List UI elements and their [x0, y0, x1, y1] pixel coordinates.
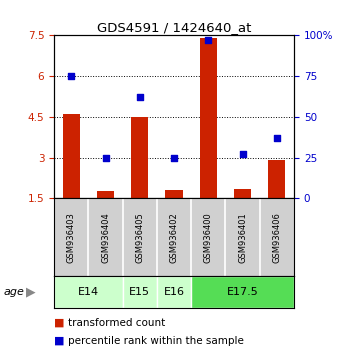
- Text: GSM936403: GSM936403: [67, 212, 76, 263]
- Text: E15: E15: [129, 287, 150, 297]
- Bar: [63, 114, 80, 198]
- Point: [171, 155, 177, 160]
- Text: E16: E16: [164, 287, 185, 297]
- Bar: [268, 160, 286, 198]
- Point: [137, 95, 143, 100]
- Title: GDS4591 / 1424640_at: GDS4591 / 1424640_at: [97, 21, 251, 34]
- Point: [240, 152, 245, 157]
- Bar: [234, 189, 251, 198]
- Bar: [123, 276, 157, 308]
- Text: GSM936400: GSM936400: [204, 212, 213, 263]
- Text: ■: ■: [54, 336, 65, 346]
- Point: [206, 38, 211, 43]
- Text: transformed count: transformed count: [68, 318, 165, 328]
- Bar: [200, 38, 217, 198]
- Bar: [54, 276, 123, 308]
- Text: GSM936405: GSM936405: [135, 212, 144, 263]
- Bar: [131, 117, 148, 198]
- Text: ■: ■: [54, 318, 65, 328]
- Text: E17.5: E17.5: [227, 287, 259, 297]
- Bar: [157, 276, 191, 308]
- Bar: [191, 276, 294, 308]
- Point: [274, 135, 280, 141]
- Text: ▶: ▶: [26, 286, 35, 298]
- Text: GSM936402: GSM936402: [170, 212, 178, 263]
- Text: GSM936404: GSM936404: [101, 212, 110, 263]
- Point: [69, 73, 74, 79]
- Bar: [97, 192, 114, 198]
- Text: E14: E14: [78, 287, 99, 297]
- Text: age: age: [3, 287, 24, 297]
- Text: GSM936401: GSM936401: [238, 212, 247, 263]
- Text: percentile rank within the sample: percentile rank within the sample: [68, 336, 243, 346]
- Text: GSM936406: GSM936406: [272, 212, 282, 263]
- Point: [103, 155, 108, 160]
- Bar: [166, 190, 183, 198]
